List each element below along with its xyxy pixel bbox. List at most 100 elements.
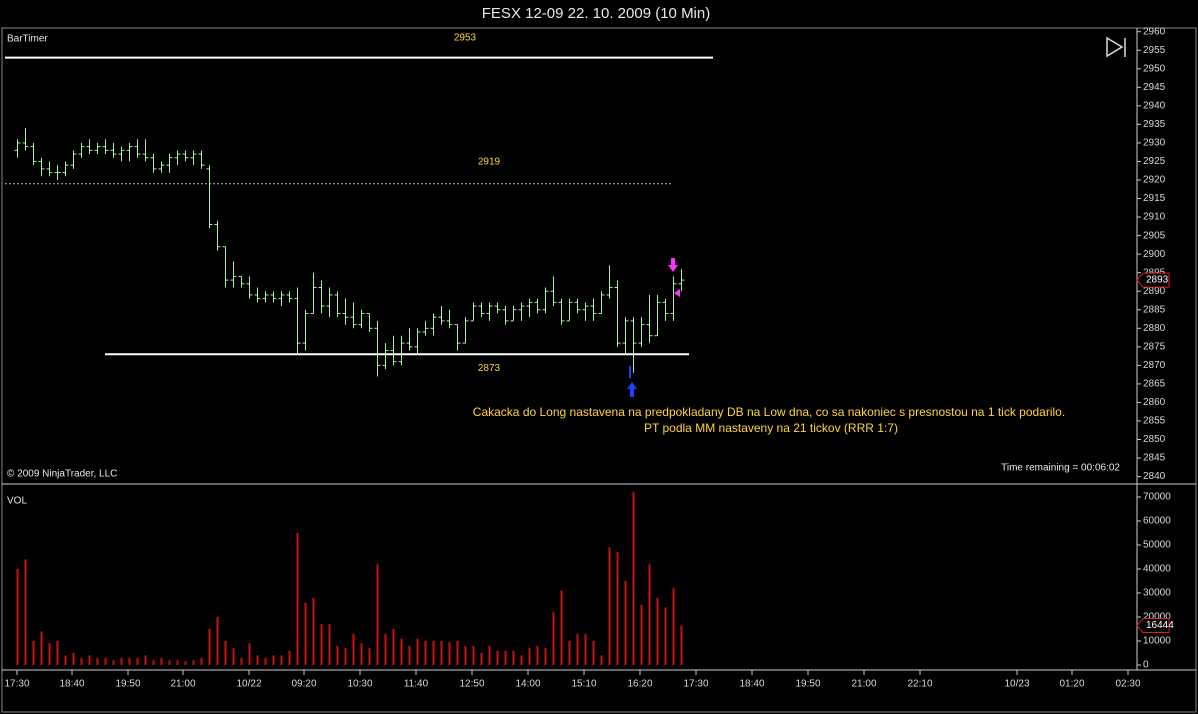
buy-arrow: [627, 382, 637, 397]
y-tick-label: 2840: [1143, 471, 1166, 482]
volume-bar: [184, 661, 187, 665]
volume-bar: [624, 581, 627, 665]
volume-bar: [264, 657, 267, 665]
x-tick-label: 01:20: [1059, 679, 1084, 690]
y-tick-label: 2850: [1143, 434, 1166, 445]
x-tick-label: 18:40: [59, 679, 84, 690]
copyright: © 2009 NinjaTrader, LLC: [7, 469, 117, 480]
y-tick-label: 20000: [1143, 612, 1171, 623]
volume-bar: [440, 641, 443, 665]
volume-bar: [344, 648, 347, 665]
volume-bar: [200, 657, 203, 665]
y-tick-label: 40000: [1143, 564, 1171, 575]
y-tick-label: 2935: [1143, 119, 1166, 130]
volume-bar: [128, 657, 131, 665]
y-tick-label: 2930: [1143, 138, 1166, 149]
x-tick-label: 17:30: [4, 679, 29, 690]
volume-bar: [424, 641, 427, 665]
volume-bar: [536, 645, 539, 665]
volume-bar: [64, 655, 67, 665]
volume-bar: [80, 657, 83, 665]
x-tick-label: 18:40: [739, 679, 764, 690]
volume-bar: [248, 643, 251, 665]
x-tick-label: 09:20: [291, 679, 316, 690]
y-tick-label: 2880: [1143, 323, 1166, 334]
y-tick-label: 2870: [1143, 360, 1166, 371]
volume-bar: [672, 588, 675, 665]
volume-bar: [416, 638, 419, 665]
volume-bar: [640, 605, 643, 665]
y-tick-label: 70000: [1143, 492, 1171, 503]
volume-bar: [312, 597, 315, 665]
x-tick-label: 12:50: [459, 679, 484, 690]
volume-bar: [24, 559, 27, 665]
volume-bar: [520, 655, 523, 665]
x-tick-label: 10:30: [347, 679, 372, 690]
y-tick-label: 2920: [1143, 175, 1166, 186]
volume-bar: [104, 657, 107, 665]
volume-bar: [16, 569, 19, 665]
level-label: 2953: [454, 32, 477, 43]
annotation: Cakacka do Long nastavena na predpoklada…: [473, 405, 1065, 419]
y-tick-label: 2960: [1143, 26, 1166, 37]
volume-bar: [328, 624, 331, 665]
x-tick-label: 16:20: [627, 679, 652, 690]
volume-bar: [304, 602, 307, 665]
level-label: 2873: [478, 363, 501, 374]
volume-bar: [584, 633, 587, 665]
volume-label: VOL: [7, 496, 27, 507]
volume-bar: [544, 648, 547, 665]
last-value-label: 16444: [1146, 620, 1174, 631]
volume-bar: [88, 655, 91, 665]
y-tick-label: 2910: [1143, 212, 1166, 223]
volume-bar: [296, 533, 299, 665]
y-tick-label: 2945: [1143, 82, 1166, 93]
volume-bar: [32, 641, 35, 665]
indicator-label: BarTimer: [7, 34, 48, 45]
y-tick-label: 10000: [1143, 636, 1171, 647]
volume-bar: [192, 660, 195, 665]
volume-bar: [456, 641, 459, 665]
volume-bar: [360, 643, 363, 665]
y-tick-label: 30000: [1143, 588, 1171, 599]
volume-bar: [40, 631, 43, 665]
volume-bar: [136, 657, 139, 665]
volume-bar: [464, 645, 467, 665]
volume-bar: [400, 638, 403, 665]
volume-bar: [568, 641, 571, 665]
volume-bar: [352, 633, 355, 665]
y-tick-label: 2955: [1143, 45, 1166, 56]
play-icon[interactable]: [1106, 36, 1126, 58]
y-tick-label: 2950: [1143, 63, 1166, 74]
volume-bar: [240, 657, 243, 665]
volume-bar: [160, 657, 163, 665]
y-tick-label: 2905: [1143, 230, 1166, 241]
volume-bar: [408, 645, 411, 665]
volume-bar: [320, 624, 323, 665]
volume-bar: [512, 650, 515, 665]
volume-bar: [112, 660, 115, 665]
volume-bar: [168, 660, 171, 665]
volume-bar: [48, 643, 51, 665]
x-tick-label: 14:00: [515, 679, 540, 690]
x-tick-label: 19:50: [115, 679, 140, 690]
annotation: PT podla MM nastaveny na 21 tickov (RRR …: [644, 421, 898, 435]
y-tick-label: 2875: [1143, 341, 1166, 352]
volume-bar: [96, 657, 99, 665]
sell-arrow: [668, 258, 678, 272]
volume-bar: [560, 590, 563, 665]
volume-bar: [432, 641, 435, 665]
volume-bar: [288, 650, 291, 665]
volume-bar: [144, 655, 147, 665]
volume-bar: [376, 564, 379, 665]
y-tick-label: 2900: [1143, 249, 1166, 260]
x-tick-label: 21:00: [851, 679, 876, 690]
volume-bar: [208, 629, 211, 665]
frame: [1, 27, 1197, 713]
volume-bar: [616, 552, 619, 665]
level-label: 2919: [478, 156, 501, 167]
volume-bar: [656, 597, 659, 665]
volume-bar: [576, 633, 579, 665]
volume-bar: [472, 645, 475, 665]
